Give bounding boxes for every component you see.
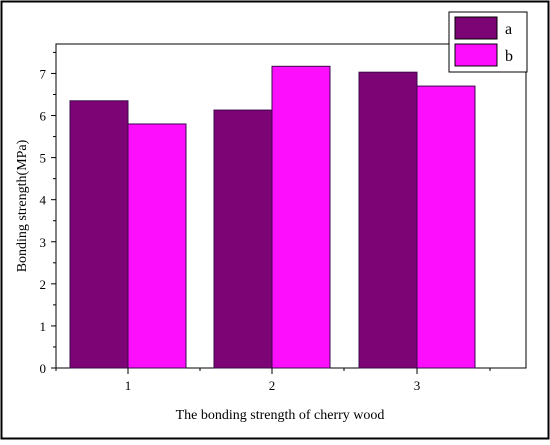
y-tick-label: 2: [40, 277, 47, 292]
y-axis: 0 1 2 3 4 5 6 7: [40, 51, 56, 376]
x-tick-label: 2: [269, 378, 276, 393]
y-tick-label: 4: [40, 193, 47, 208]
x-axis-label: The bonding strength of cherry wood: [176, 408, 385, 423]
legend-label-a: a: [505, 21, 512, 38]
bar-a-1: [69, 100, 129, 369]
x-axis: 1 2 3: [55, 368, 491, 393]
x-tick-label: 1: [125, 378, 132, 393]
legend: a b: [448, 11, 528, 73]
y-tick-label: 6: [40, 109, 47, 124]
y-tick-label: 5: [40, 151, 47, 166]
bar-b-2: [271, 65, 331, 369]
x-tick-label: 3: [414, 378, 421, 393]
legend-label-b: b: [505, 48, 513, 65]
y-tick-label: 0: [40, 361, 47, 376]
bar-b-1: [127, 123, 187, 369]
legend-swatch-a: [454, 16, 498, 40]
legend-swatch-b: [454, 43, 498, 67]
bar-a-3: [358, 71, 418, 369]
bars-group: [69, 65, 476, 369]
bar-a-2: [213, 109, 273, 369]
bar-b-3: [416, 85, 476, 369]
y-axis-label: Bonding strength(MPa): [15, 139, 30, 272]
y-tick-label: 1: [40, 319, 47, 334]
y-tick-label: 7: [40, 66, 47, 81]
y-tick-label: 3: [40, 235, 47, 250]
